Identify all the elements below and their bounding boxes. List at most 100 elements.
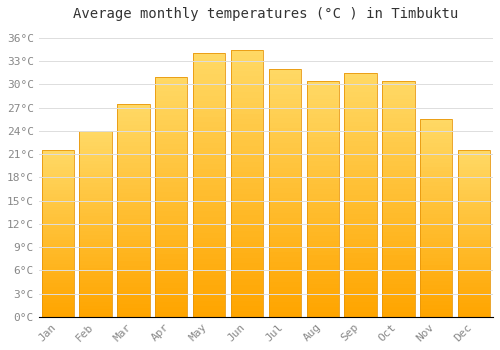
Bar bbox=[193, 64, 225, 69]
Bar bbox=[80, 153, 112, 157]
Bar bbox=[155, 91, 188, 96]
Bar bbox=[155, 197, 188, 202]
Bar bbox=[118, 287, 150, 291]
Bar bbox=[458, 264, 490, 267]
Bar bbox=[80, 309, 112, 313]
Bar bbox=[80, 205, 112, 209]
Bar bbox=[269, 218, 301, 223]
Bar bbox=[420, 123, 452, 127]
Bar bbox=[344, 121, 376, 126]
Bar bbox=[118, 236, 150, 240]
Bar bbox=[42, 157, 74, 160]
Bar bbox=[193, 85, 225, 90]
Bar bbox=[42, 250, 74, 253]
Bar bbox=[269, 148, 301, 153]
Bar bbox=[193, 312, 225, 317]
Bar bbox=[80, 268, 112, 272]
Bar bbox=[382, 99, 414, 104]
Bar bbox=[269, 118, 301, 124]
Bar bbox=[231, 108, 263, 114]
Bar bbox=[306, 95, 339, 99]
Bar bbox=[420, 313, 452, 317]
Bar bbox=[231, 285, 263, 290]
Bar bbox=[306, 161, 339, 166]
Bar bbox=[382, 189, 414, 194]
Bar bbox=[231, 49, 263, 55]
Bar bbox=[420, 238, 452, 242]
Bar bbox=[155, 259, 188, 264]
Bar bbox=[458, 227, 490, 230]
Bar bbox=[231, 306, 263, 312]
Bar bbox=[344, 88, 376, 92]
Bar bbox=[155, 130, 188, 134]
Bar bbox=[344, 199, 376, 204]
Bar bbox=[306, 152, 339, 156]
Bar bbox=[344, 166, 376, 170]
Bar bbox=[382, 284, 414, 288]
Bar bbox=[80, 146, 112, 149]
Bar bbox=[193, 80, 225, 85]
Bar bbox=[118, 138, 150, 142]
Bar bbox=[155, 182, 188, 187]
Bar bbox=[344, 185, 376, 190]
Bar bbox=[231, 290, 263, 295]
Bar bbox=[382, 109, 414, 114]
Bar bbox=[155, 154, 188, 158]
Bar bbox=[458, 204, 490, 207]
Bar bbox=[118, 240, 150, 244]
Bar bbox=[269, 213, 301, 218]
Bar bbox=[118, 117, 150, 121]
Bar bbox=[80, 231, 112, 235]
Bar bbox=[269, 193, 301, 198]
Bar bbox=[420, 139, 452, 143]
Bar bbox=[231, 237, 263, 242]
Bar bbox=[118, 248, 150, 253]
Bar bbox=[458, 260, 490, 264]
Bar bbox=[155, 192, 188, 197]
Bar bbox=[42, 194, 74, 197]
Bar bbox=[382, 180, 414, 184]
Bar bbox=[344, 73, 376, 78]
Bar bbox=[42, 273, 74, 277]
Bar bbox=[80, 198, 112, 202]
Bar bbox=[193, 275, 225, 280]
Bar bbox=[118, 104, 150, 317]
Bar bbox=[420, 226, 452, 230]
Bar bbox=[420, 246, 452, 250]
Bar bbox=[420, 254, 452, 258]
Bar bbox=[155, 302, 188, 307]
Bar bbox=[80, 172, 112, 175]
Bar bbox=[382, 237, 414, 241]
Bar bbox=[269, 252, 301, 257]
Bar bbox=[269, 307, 301, 312]
Bar bbox=[118, 206, 150, 210]
Bar bbox=[306, 137, 339, 142]
Bar bbox=[155, 120, 188, 125]
Bar bbox=[231, 242, 263, 247]
Bar bbox=[231, 183, 263, 189]
Bar bbox=[382, 137, 414, 142]
Bar bbox=[193, 106, 225, 111]
Bar bbox=[118, 300, 150, 304]
Bar bbox=[382, 203, 414, 208]
Bar bbox=[306, 189, 339, 194]
Bar bbox=[42, 227, 74, 230]
Bar bbox=[344, 97, 376, 102]
Bar bbox=[231, 199, 263, 204]
Bar bbox=[382, 85, 414, 90]
Bar bbox=[344, 297, 376, 302]
Bar bbox=[306, 156, 339, 161]
Bar bbox=[80, 164, 112, 168]
Bar bbox=[193, 185, 225, 190]
Bar bbox=[193, 117, 225, 122]
Bar bbox=[269, 163, 301, 168]
Bar bbox=[80, 265, 112, 268]
Title: Average monthly temperatures (°C ) in Timbuktu: Average monthly temperatures (°C ) in Ti… bbox=[74, 7, 458, 21]
Bar bbox=[269, 272, 301, 277]
Bar bbox=[42, 277, 74, 280]
Bar bbox=[382, 256, 414, 260]
Bar bbox=[382, 303, 414, 307]
Bar bbox=[80, 276, 112, 280]
Bar bbox=[42, 314, 74, 317]
Bar bbox=[306, 265, 339, 270]
